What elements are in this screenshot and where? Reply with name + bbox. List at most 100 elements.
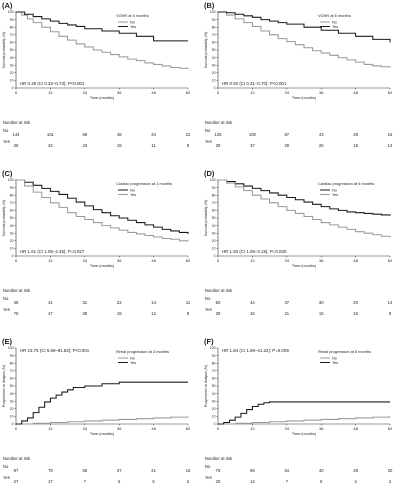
- x-axis-label: Time (months): [90, 264, 115, 268]
- y-tick-label: 40: [212, 224, 216, 228]
- hr-annotation: HR 23.75 (CI 6.89–81.83); P<0.001: [20, 348, 90, 353]
- y-tick-label: 80: [212, 361, 216, 365]
- x-tick-label: 12: [250, 90, 255, 95]
- at-risk-group-no: No: [3, 128, 9, 133]
- at-risk-value: 34: [151, 132, 156, 137]
- y-tick-label: 40: [212, 392, 216, 396]
- y-tick-label: 60: [10, 209, 14, 213]
- x-tick-label: 36: [117, 426, 122, 431]
- legend-label-no: No: [332, 356, 337, 360]
- at-risk-value: 10: [353, 311, 358, 316]
- y-tick-label: 100: [8, 178, 14, 182]
- y-tick-label: 90: [10, 18, 14, 22]
- x-tick-label: 48: [151, 90, 156, 95]
- at-risk-value: 7: [84, 479, 87, 484]
- legend-label-no: No: [332, 188, 337, 192]
- at-risk-title: Number at risk: [205, 120, 233, 125]
- at-risk-group-yes: Yes: [3, 307, 10, 312]
- at-risk-value: 16: [388, 132, 393, 137]
- legend-label-yes: Yes: [332, 361, 338, 365]
- x-tick-label: 60: [186, 258, 191, 263]
- series-line-no: [218, 416, 391, 425]
- y-tick-label: 80: [10, 361, 14, 365]
- y-tick-label: 80: [212, 193, 216, 197]
- at-risk-value: 30: [82, 311, 87, 316]
- legend-label-no: No: [332, 20, 337, 24]
- at-risk-value: 9: [389, 311, 392, 316]
- y-tick-label: 90: [212, 354, 216, 358]
- y-tick-label: 30: [212, 399, 216, 403]
- y-tick-label: 0: [12, 254, 14, 258]
- x-tick-label: 0: [15, 90, 18, 95]
- y-tick-label: 0: [12, 422, 14, 426]
- at-risk-value: 30: [319, 300, 324, 305]
- at-risk-group-no: No: [205, 296, 211, 301]
- at-risk-value: 14: [388, 300, 393, 305]
- y-tick-label: 10: [10, 415, 14, 419]
- at-risk-title: Number at risk: [3, 456, 31, 461]
- at-risk-value: 28: [353, 468, 358, 473]
- x-axis-label: Time (months): [90, 96, 115, 100]
- at-risk-value: 22: [117, 300, 122, 305]
- y-axis-label: Progression to dialysis (%): [204, 365, 208, 408]
- y-axis-label: Survival probability (%): [204, 200, 208, 237]
- y-tick-label: 40: [10, 392, 14, 396]
- x-tick-label: 12: [48, 90, 53, 95]
- panel-label: (E): [2, 337, 13, 346]
- at-risk-group-no: No: [205, 464, 211, 469]
- y-tick-label: 50: [10, 216, 14, 220]
- y-tick-label: 0: [214, 86, 216, 90]
- y-tick-label: 70: [212, 33, 216, 37]
- panel-label: (A): [2, 1, 13, 10]
- at-risk-value: 70: [14, 311, 19, 316]
- at-risk-value: 100: [249, 132, 257, 137]
- at-risk-value: 67: [284, 132, 289, 137]
- legend-label-no: No: [130, 188, 135, 192]
- y-tick-label: 40: [212, 56, 216, 60]
- at-risk-value: 17: [48, 479, 53, 484]
- y-tick-label: 20: [10, 71, 14, 75]
- legend-label-no: No: [130, 20, 135, 24]
- y-tick-label: 30: [10, 399, 14, 403]
- at-risk-value: 58: [82, 468, 87, 473]
- x-tick-label: 12: [250, 426, 255, 431]
- x-tick-label: 60: [388, 90, 393, 95]
- x-tick-label: 48: [353, 258, 358, 263]
- at-risk-value: 69: [250, 468, 255, 473]
- legend-title: Cardiac progression at 6 months: [318, 181, 374, 186]
- at-risk-value: 20: [388, 468, 393, 473]
- at-risk-group-yes: Yes: [205, 307, 212, 312]
- y-axis-label: Survival probability (%): [204, 32, 208, 69]
- legend-label-yes: Yes: [332, 25, 338, 29]
- at-risk-value: 31: [82, 300, 87, 305]
- at-risk-value: 14: [388, 143, 393, 148]
- series-line-yes: [218, 11, 391, 43]
- at-risk-value: 21: [151, 468, 156, 473]
- series-line-no: [16, 179, 189, 234]
- at-risk-value: 9: [187, 143, 190, 148]
- at-risk-value: 22: [186, 132, 191, 137]
- y-tick-label: 10: [10, 79, 14, 83]
- at-risk-value: 20: [353, 300, 358, 305]
- y-tick-label: 90: [212, 186, 216, 190]
- at-risk-value: 23: [82, 143, 87, 148]
- at-risk-value: 44: [250, 300, 255, 305]
- at-risk-value: 144: [13, 132, 21, 137]
- x-tick-label: 48: [353, 90, 358, 95]
- panel-label: (D): [204, 169, 215, 178]
- y-tick-label: 90: [10, 354, 14, 358]
- y-tick-label: 100: [8, 346, 14, 350]
- y-tick-label: 70: [10, 33, 14, 37]
- y-tick-label: 70: [10, 201, 14, 205]
- y-tick-label: 0: [214, 422, 216, 426]
- at-risk-group-yes: Yes: [3, 475, 10, 480]
- y-tick-label: 80: [10, 25, 14, 29]
- at-risk-title: Number at risk: [205, 456, 233, 461]
- y-tick-label: 30: [212, 231, 216, 235]
- panel-b: (B) Survival probability (%) 0 10 20 30 40 50 60…: [204, 1, 393, 148]
- y-tick-label: 50: [10, 48, 14, 52]
- x-tick-label: 48: [151, 426, 156, 431]
- at-risk-value: 15: [319, 311, 324, 316]
- panel-e: (E)Progression to dialysis (%)0102030405…: [2, 337, 191, 484]
